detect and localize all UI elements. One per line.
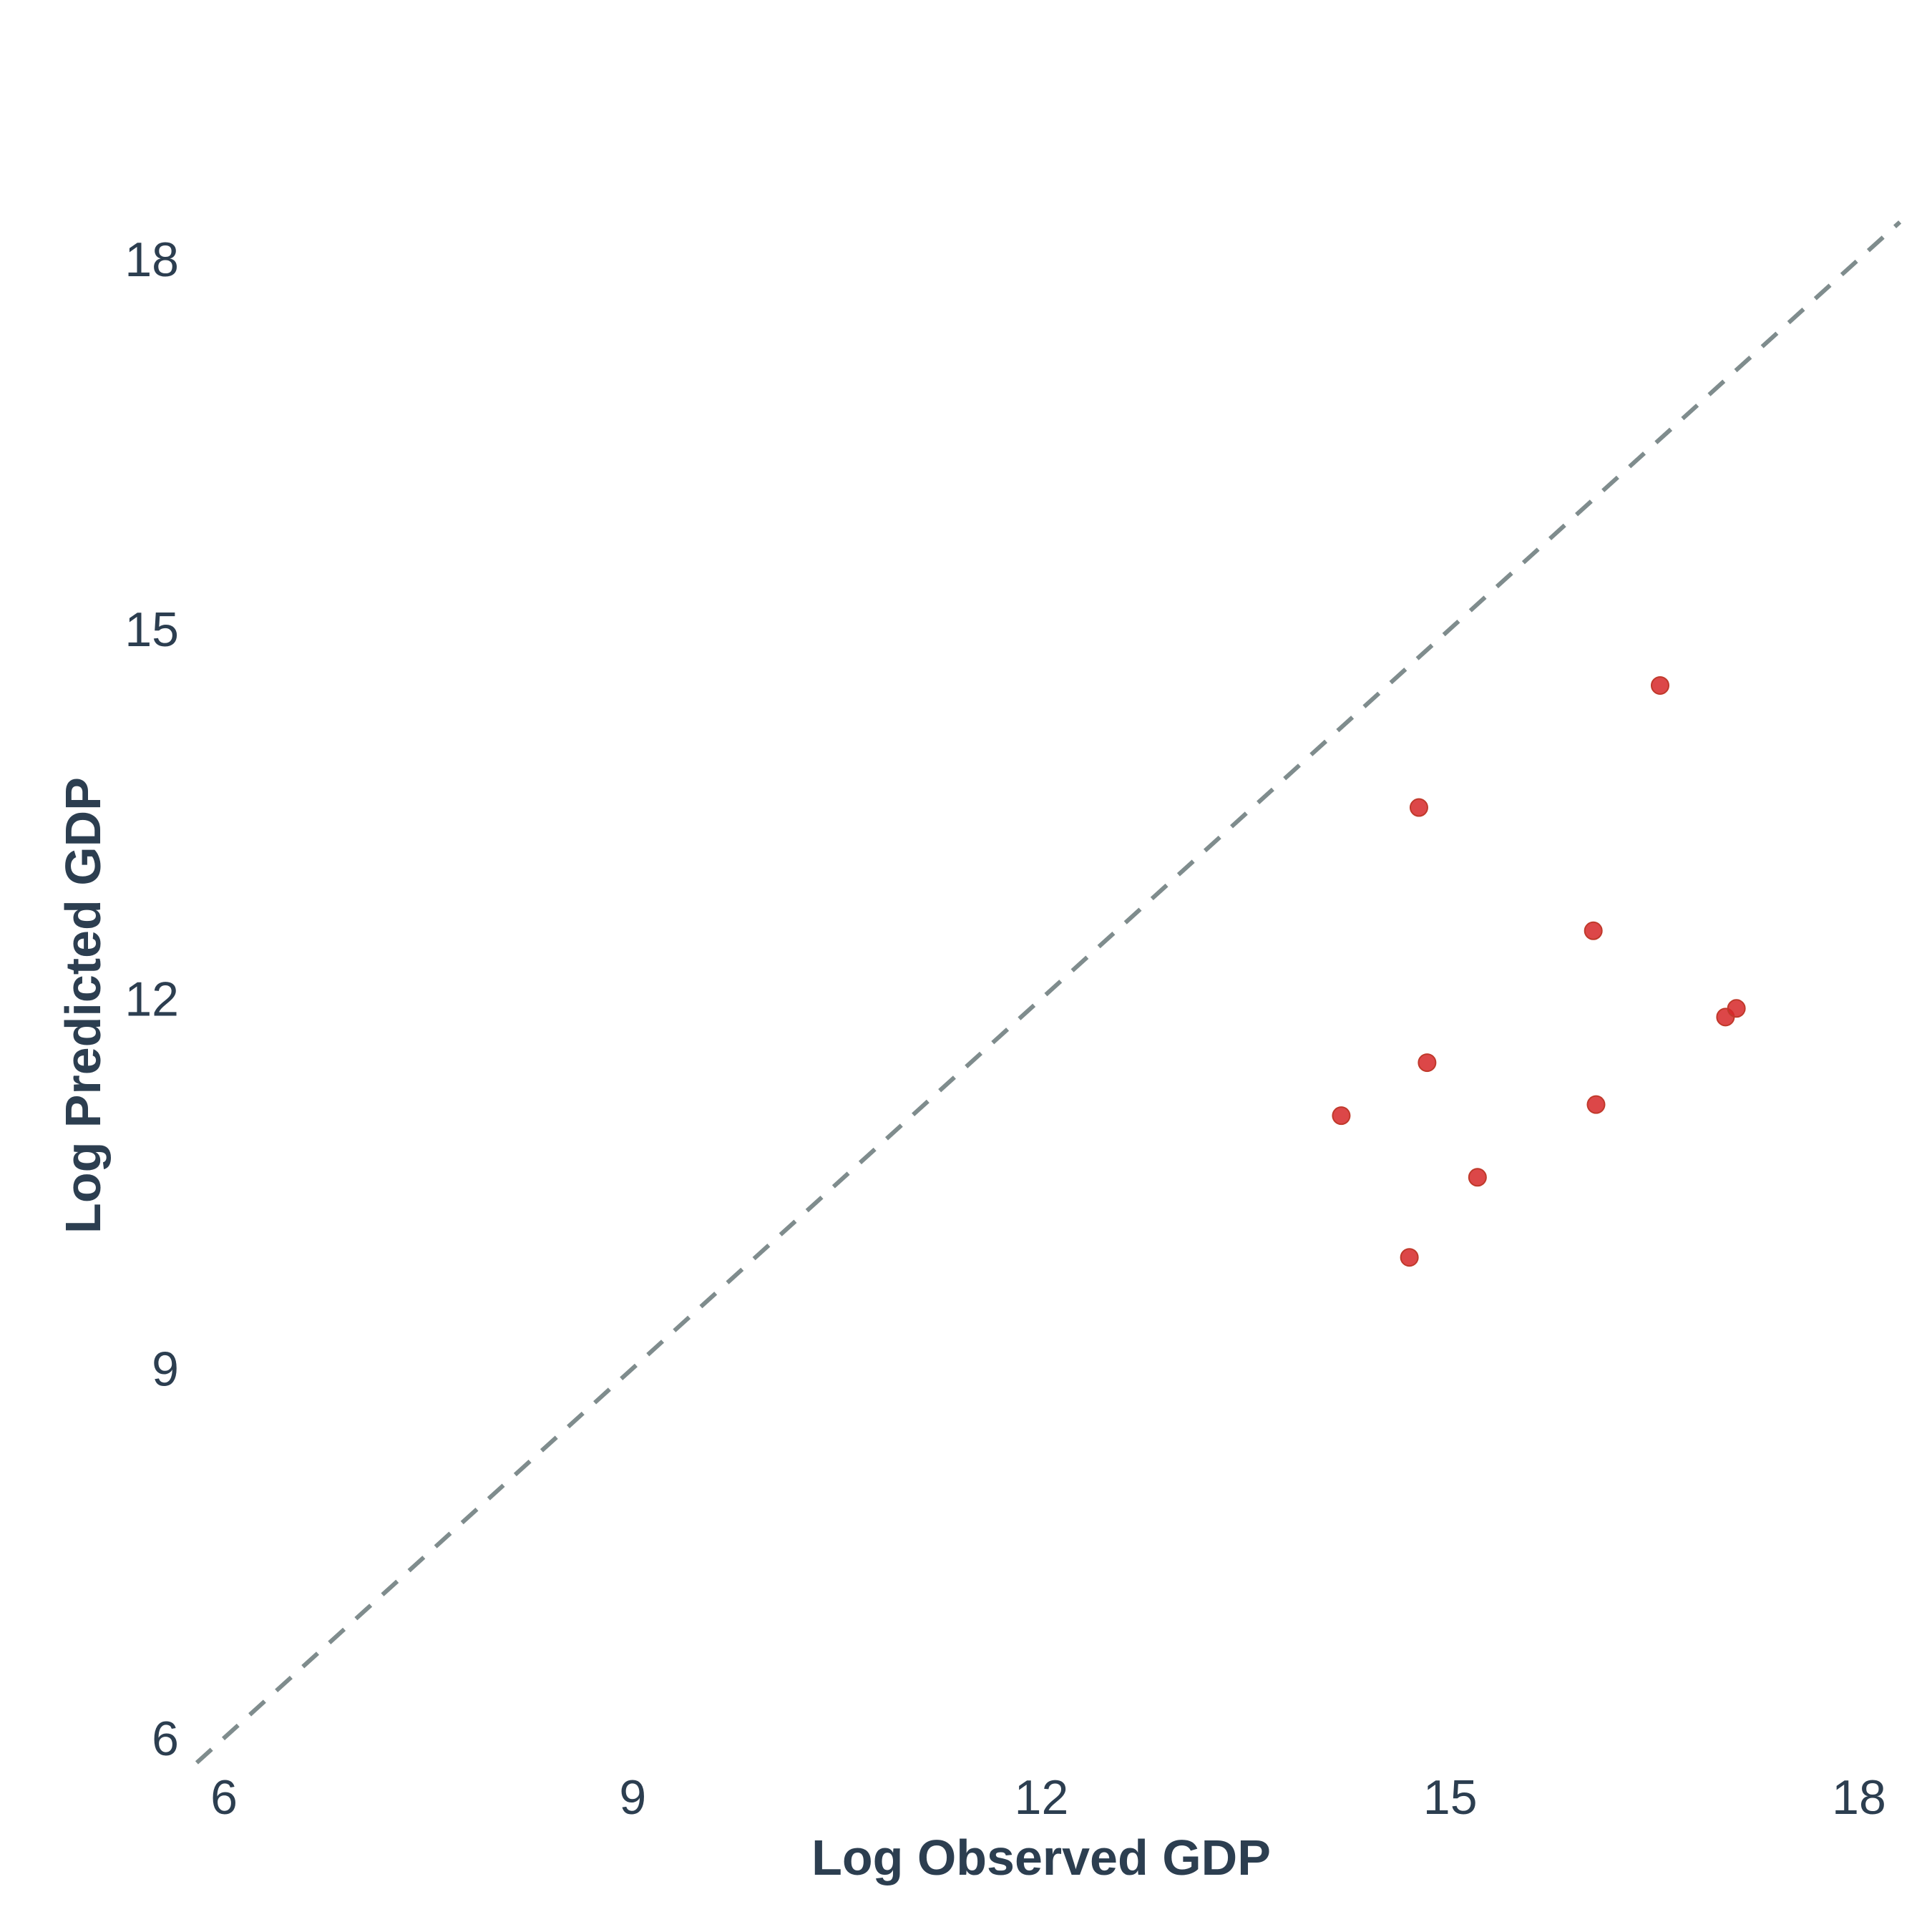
data-point (1400, 1248, 1419, 1267)
x-tick-label: 9 (619, 1770, 646, 1825)
y-tick-label: 9 (152, 1342, 179, 1396)
data-point (1650, 675, 1669, 695)
y-tick-labels: 6 9 12 15 18 (125, 233, 179, 1766)
y-axis-title: Log Predicted GDP (55, 777, 111, 1234)
data-point (1468, 1168, 1487, 1187)
points-layer (1332, 675, 1746, 1267)
reference-line-layer (195, 220, 1902, 1765)
x-tick-labels: 6 9 12 15 18 (210, 1770, 1886, 1825)
y-tick-label: 18 (125, 233, 179, 287)
data-point (1418, 1053, 1437, 1073)
x-axis-title: Log Observed GDP (811, 1830, 1271, 1885)
y-tick-label: 6 (152, 1712, 179, 1766)
x-tick-label: 12 (1015, 1770, 1069, 1825)
identity-line (195, 220, 1902, 1765)
y-tick-label: 15 (125, 602, 179, 657)
data-point (1409, 798, 1428, 817)
y-tick-label: 12 (125, 972, 179, 1027)
data-point (1332, 1106, 1351, 1126)
data-point (1584, 921, 1603, 940)
x-tick-label: 6 (210, 1770, 238, 1825)
data-point (1586, 1095, 1606, 1114)
x-tick-label: 18 (1832, 1770, 1886, 1825)
x-tick-label: 15 (1423, 1770, 1478, 1825)
data-point (1727, 999, 1746, 1018)
